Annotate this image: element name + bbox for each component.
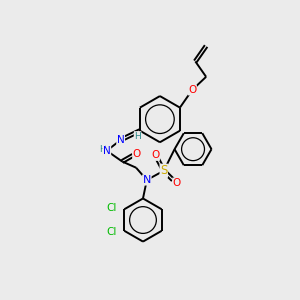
Text: N: N xyxy=(142,175,151,185)
Text: O: O xyxy=(173,178,181,188)
Text: N: N xyxy=(117,135,124,145)
Text: O: O xyxy=(133,149,141,159)
Text: O: O xyxy=(188,85,196,95)
Text: O: O xyxy=(151,150,159,160)
Text: H: H xyxy=(100,145,106,154)
Text: Cl: Cl xyxy=(106,227,117,237)
Text: S: S xyxy=(160,164,167,177)
Text: Cl: Cl xyxy=(106,203,117,213)
Text: H: H xyxy=(134,132,141,141)
Text: N: N xyxy=(103,146,111,156)
